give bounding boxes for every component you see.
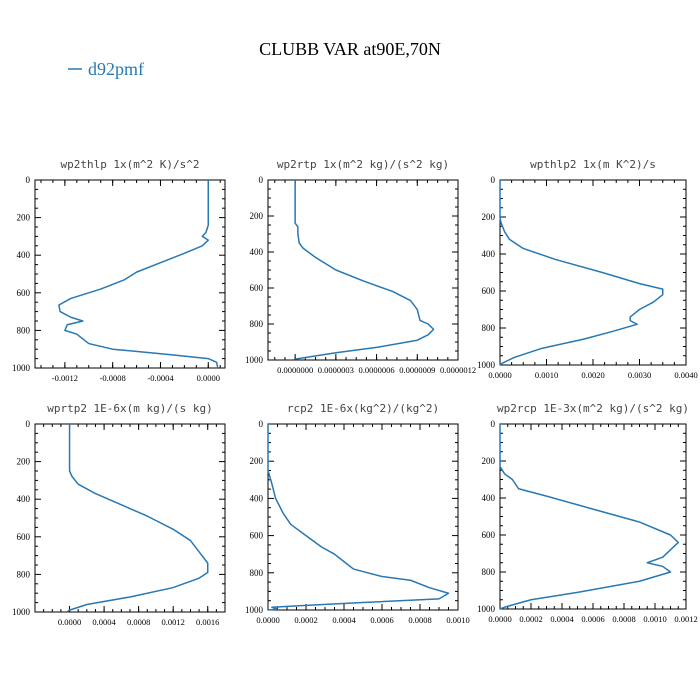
x-tick-label: 0.0006 xyxy=(370,615,393,625)
x-tick-label: 0.0016 xyxy=(196,617,219,627)
x-tick-label: 0.0008 xyxy=(612,614,635,624)
x-tick-label: 0.0004 xyxy=(550,614,574,624)
y-tick-label: 600 xyxy=(17,532,31,542)
legend: d92pmf xyxy=(68,59,144,79)
panel-title: wpthlp2 1x(m K^2)/s xyxy=(530,158,656,171)
series-line-d92pmf xyxy=(66,424,209,613)
y-tick-label: 600 xyxy=(482,286,496,296)
x-tick-label: 0.0004 xyxy=(332,615,356,625)
y-tick-label: 0 xyxy=(26,175,31,185)
y-tick-label: 400 xyxy=(482,493,496,503)
x-tick-label: -0.0004 xyxy=(147,373,174,383)
y-tick-label: 200 xyxy=(250,456,264,466)
y-tick-label: 800 xyxy=(17,569,31,579)
y-tick-label: 0 xyxy=(491,419,496,429)
series-line-d92pmf xyxy=(294,180,435,360)
y-tick-label: 800 xyxy=(482,567,496,577)
y-tick-label: 200 xyxy=(17,457,31,467)
x-tick-label: 0.0012 xyxy=(161,617,184,627)
x-tick-label: -0.0012 xyxy=(52,373,78,383)
y-tick-label: 800 xyxy=(250,568,264,578)
x-tick-label: 0.0000 xyxy=(488,370,511,380)
y-tick-label: 400 xyxy=(17,494,31,504)
x-tick-label: 0.0008 xyxy=(127,617,150,627)
x-tick-label: 0.0000009 xyxy=(399,365,435,375)
y-tick-label: 800 xyxy=(250,319,264,329)
plot-frame xyxy=(34,423,226,613)
y-tick-label: 600 xyxy=(250,283,264,293)
x-tick-label: 0.0000 xyxy=(58,617,81,627)
chart-panel-5: rcp2 1E-6x(kg^2)/(kg^2) 0 200 400 600 800 1000… xyxy=(245,402,470,625)
x-tick-label: 0.0000006 xyxy=(359,365,395,375)
x-tick-label: 0.0000 xyxy=(256,615,279,625)
x-tick-label: 0.0040 xyxy=(674,370,697,380)
chart-panel-1: wp2thlp 1x(m^2 K)/s^2 0 200 400 600 800 1000 -0… xyxy=(12,158,226,383)
x-tick-label: 0.0000003 xyxy=(318,365,354,375)
x-tick-label: 0.0000 xyxy=(197,373,220,383)
x-tick-label: 0.0002 xyxy=(294,615,317,625)
x-tick-label: 0.0010 xyxy=(643,614,666,624)
y-tick-label: 400 xyxy=(250,493,264,503)
x-tick-label: 0.0006 xyxy=(581,614,604,624)
y-tick-label: 800 xyxy=(17,325,31,335)
panel-title: wp2thlp 1x(m^2 K)/s^2 xyxy=(60,158,199,171)
legend-label: d92pmf xyxy=(88,59,144,79)
y-tick-label: 400 xyxy=(482,249,496,259)
plot-frame xyxy=(34,179,226,369)
chart-panel-3: wpthlp2 1x(m K^2)/s020040060080010000.00… xyxy=(477,158,698,380)
figure-title: CLUBB VAR at90E,70N xyxy=(259,39,441,59)
x-tick-label: 0.0010 xyxy=(535,370,558,380)
y-tick-label: 400 xyxy=(17,250,31,260)
chart-panel-4: wprtp2 1E-6x(m kg)/(s kg) 0 200 400 600 800 10… xyxy=(12,402,226,627)
panels-grid: wp2thlp 1x(m^2 K)/s^2 0 200 400 600 800 1000 -0… xyxy=(12,158,698,627)
y-tick-label: 200 xyxy=(17,213,31,223)
panel-title: wp2rcp 1E-3x(m^2 kg)/(s^2 kg) xyxy=(497,402,689,415)
x-tick-label: -0.0008 xyxy=(100,373,126,383)
y-tick-label: 800 xyxy=(482,323,496,333)
plot-frame xyxy=(267,423,459,611)
x-tick-label: 0.0000000 xyxy=(277,365,313,375)
y-tick-label: 200 xyxy=(482,212,496,222)
x-tick-label: 0.0000 xyxy=(488,614,511,624)
y-tick-label: 600 xyxy=(482,530,496,540)
y-tick-label: 1000 xyxy=(12,363,31,373)
x-tick-label: 0.0004 xyxy=(92,617,116,627)
panel-title: wprtp2 1E-6x(m kg)/(s kg) xyxy=(47,402,213,415)
y-tick-label: 0 xyxy=(259,175,264,185)
plot-frame xyxy=(499,423,687,610)
x-tick-label: 0.0030 xyxy=(628,370,651,380)
chart-panel-6: wp2rcp 1E-3x(m^2 kg)/(s^2 kg)0 200 400 600 8… xyxy=(477,402,698,624)
y-tick-label: 1000 xyxy=(245,355,264,365)
y-tick-label: 0 xyxy=(491,175,496,185)
series-line-d92pmf xyxy=(267,424,450,611)
x-tick-label: 0.0002 xyxy=(519,614,542,624)
y-tick-label: 200 xyxy=(482,456,496,466)
y-tick-label: 600 xyxy=(17,288,31,298)
series-line-d92pmf xyxy=(499,424,679,610)
y-tick-label: 1000 xyxy=(477,604,496,614)
panel-title: rcp2 1E-6x(kg^2)/(kg^2) xyxy=(287,402,439,415)
y-tick-label: 600 xyxy=(250,531,264,541)
y-tick-label: 1000 xyxy=(245,605,264,615)
y-tick-label: 1000 xyxy=(477,360,496,370)
x-tick-label: 0.0010 xyxy=(446,615,469,625)
series-line-d92pmf xyxy=(499,180,664,366)
y-tick-label: 1000 xyxy=(12,607,31,617)
x-tick-label: 0.0020 xyxy=(581,370,604,380)
x-tick-label: 0.0012 xyxy=(674,614,697,624)
x-tick-label: 0.0008 xyxy=(408,615,431,625)
y-tick-label: 0 xyxy=(26,419,31,429)
y-tick-label: 0 xyxy=(259,419,264,429)
y-tick-label: 200 xyxy=(250,211,264,221)
y-tick-label: 400 xyxy=(250,247,264,257)
series-line-d92pmf xyxy=(58,180,219,369)
chart-panel-2: wp2rtp 1x(m^2 kg)/(s^2 kg) 0 200 400 600 800 1… xyxy=(245,158,476,375)
panel-title: wp2rtp 1x(m^2 kg)/(s^2 kg) xyxy=(277,158,449,171)
x-tick-label: 0.0000012 xyxy=(440,365,476,375)
